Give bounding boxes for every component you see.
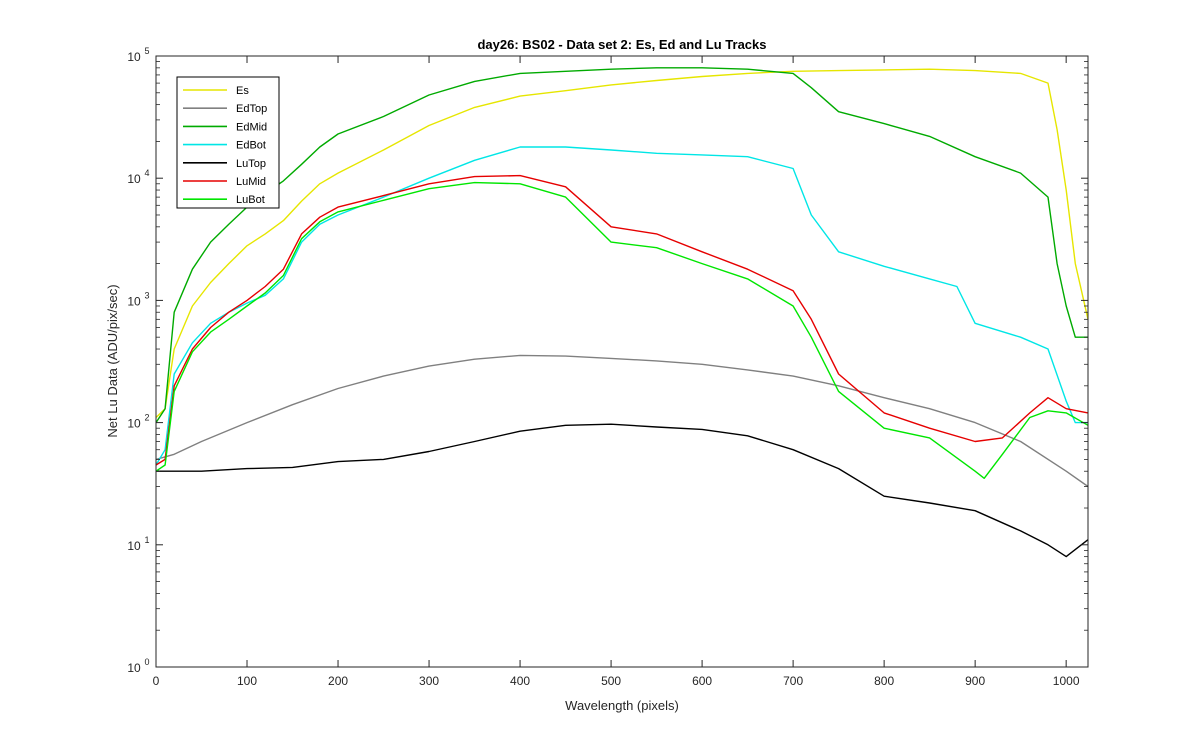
y-tick-label: 10 — [127, 294, 141, 308]
x-tick-label: 300 — [419, 674, 439, 688]
series-line-edmid — [155, 67, 1088, 423]
legend: Es EdTop EdMid EdBot LuTop LuMid LuBot — [176, 76, 280, 209]
plot-area — [156, 56, 1088, 667]
x-tick-label: 100 — [237, 674, 257, 688]
y-tick-exponent: 4 — [144, 168, 149, 178]
x-tick-label: 1000 — [1053, 674, 1080, 688]
x-axis-label: Wavelength (pixels) — [565, 698, 679, 713]
y-tick-label: 10 — [127, 50, 141, 64]
y-tick-exponent: 1 — [144, 535, 149, 545]
legend-label-edbot: EdBot — [236, 140, 266, 152]
x-tick-label: 500 — [601, 674, 621, 688]
x-tick-label: 900 — [965, 674, 985, 688]
legend-items: Es EdTop EdMid EdBot LuTop LuMid LuBot — [183, 85, 267, 206]
legend-label-edtop: EdTop — [236, 103, 267, 115]
y-tick-label: 10 — [127, 172, 141, 186]
series-line-lubot — [155, 181, 1089, 479]
y-tick-exponent: 0 — [144, 657, 149, 667]
legend-label-es: Es — [236, 85, 249, 97]
x-tick-label: 400 — [510, 674, 530, 688]
x-tick-label: 200 — [328, 674, 348, 688]
y-tick-label: 10 — [127, 417, 141, 431]
x-axis-ticks: 0 100 200 300 400 500 600 700 800 900 1000 — [153, 56, 1080, 688]
chart-title: day26: BS02 - Data set 2: Es, Ed and Lu … — [477, 37, 766, 52]
x-tick-label: 700 — [783, 674, 803, 688]
plot-frame — [155, 55, 1089, 668]
series-layer — [155, 67, 1089, 558]
series-line-lumid — [155, 174, 1089, 466]
y-tick-exponent: 5 — [144, 46, 149, 56]
series-line-lutop — [156, 423, 1089, 558]
y-tick-exponent: 3 — [144, 290, 149, 300]
x-tick-label: 0 — [153, 674, 160, 688]
legend-label-lutop: LuTop — [236, 158, 266, 170]
legend-label-edmid: EdMid — [236, 121, 267, 133]
legend-box — [176, 76, 280, 209]
x-tick-label: 600 — [692, 674, 712, 688]
y-tick-label: 10 — [127, 661, 141, 675]
series-line-es — [155, 68, 1089, 419]
x-tick-label: 800 — [874, 674, 894, 688]
y-axis-label: Net Lu Data (ADU/pix/sec) — [105, 284, 120, 437]
series-line-edbot — [155, 146, 1088, 466]
legend-label-lumid: LuMid — [236, 176, 266, 188]
legend-label-lubot: LuBot — [236, 194, 265, 206]
y-tick-exponent: 2 — [144, 413, 149, 423]
y-tick-label: 10 — [127, 539, 141, 553]
series-line-edtop — [155, 354, 1089, 488]
